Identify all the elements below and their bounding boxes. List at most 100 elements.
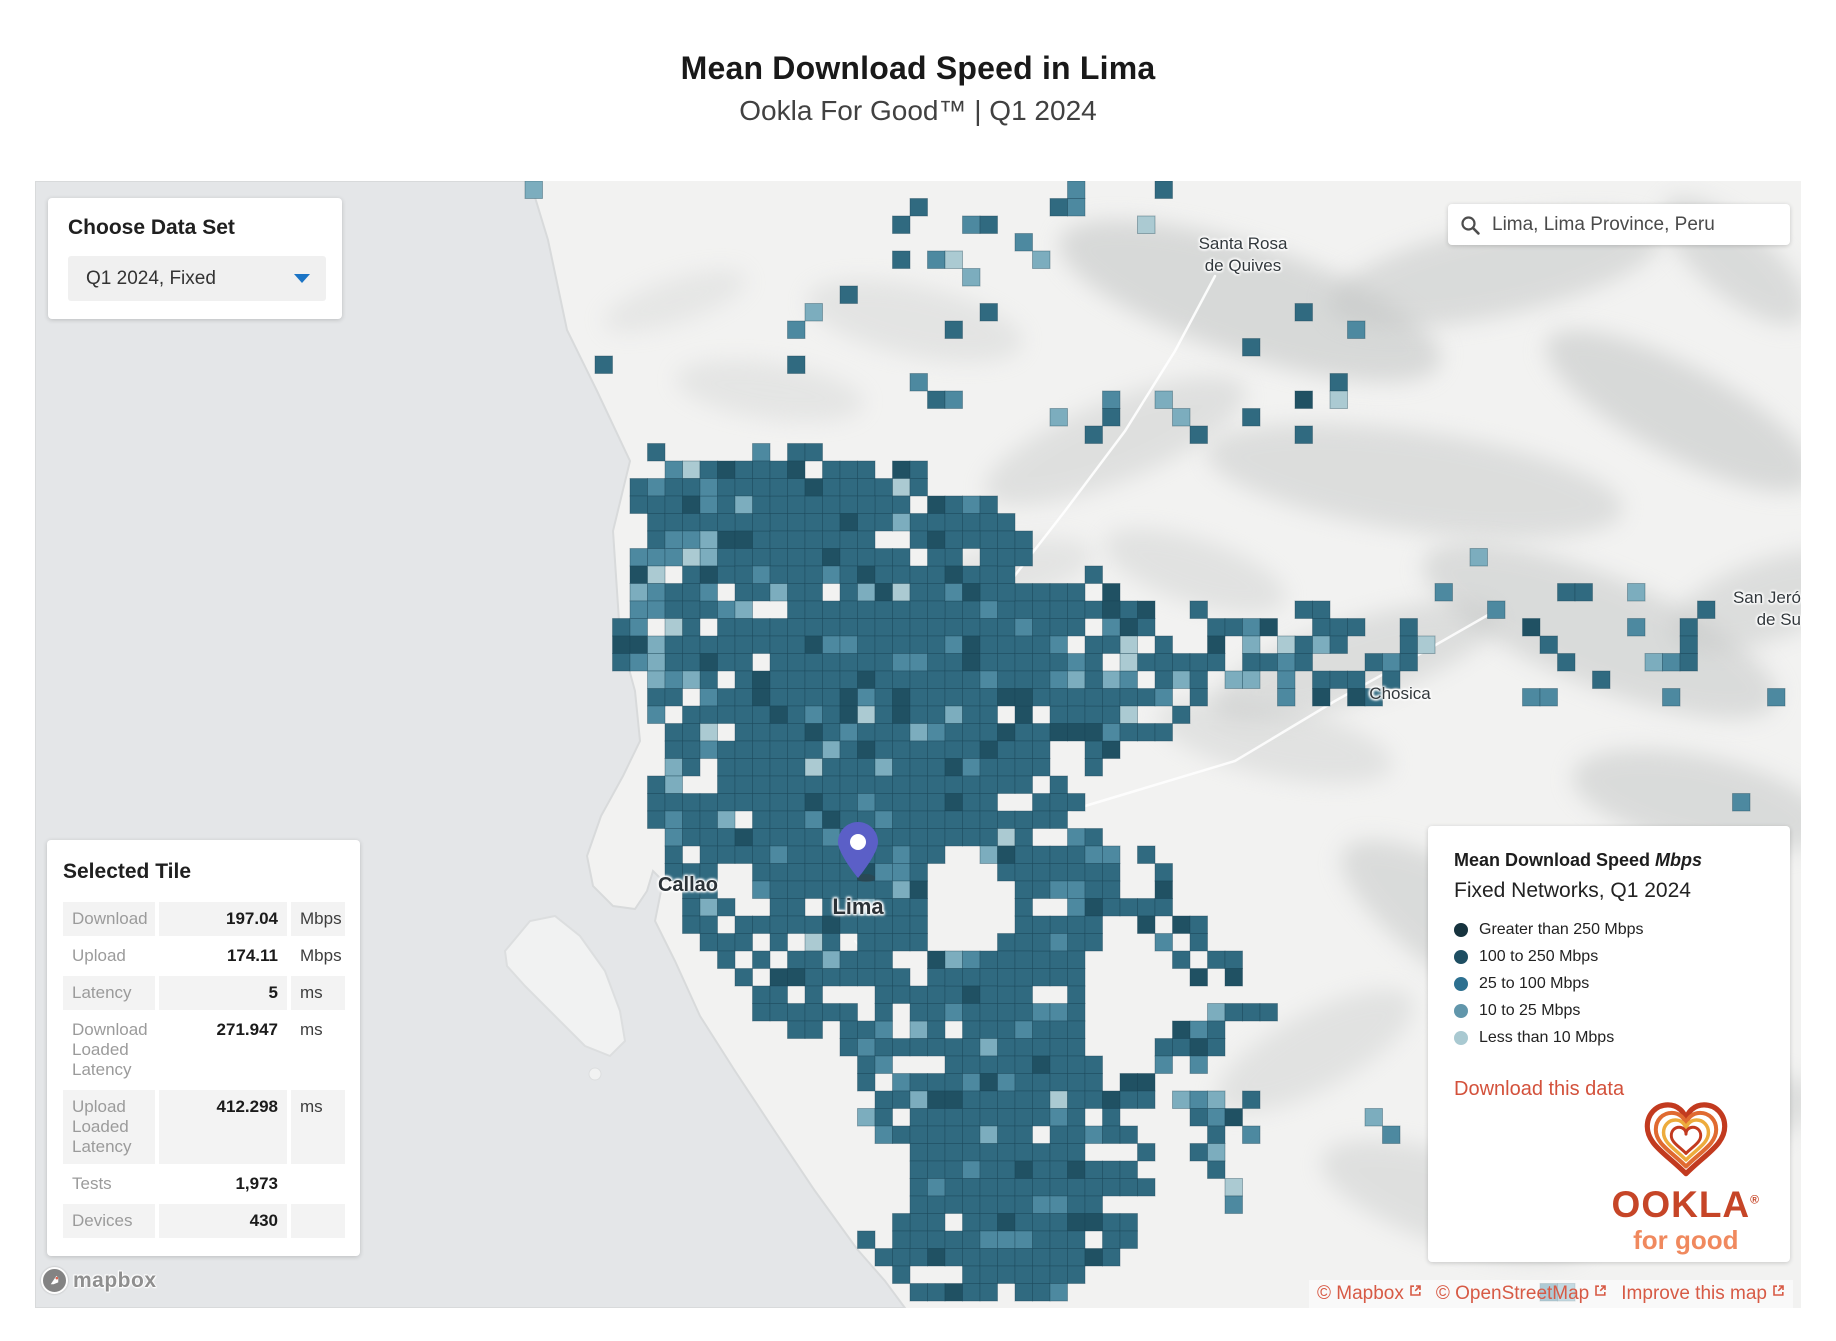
speed-tile[interactable] (787, 915, 806, 934)
speed-tile[interactable] (1242, 338, 1261, 357)
speed-tile[interactable] (769, 688, 788, 707)
speed-tile[interactable] (944, 548, 963, 567)
speed-tile[interactable] (682, 670, 701, 689)
speed-tile[interactable] (892, 740, 911, 759)
speed-tile[interactable] (839, 670, 858, 689)
speed-tile[interactable] (927, 705, 946, 724)
speed-tile[interactable] (1189, 600, 1208, 619)
speed-tile[interactable] (787, 1020, 806, 1039)
speed-tile[interactable] (682, 705, 701, 724)
speed-tile[interactable] (839, 600, 858, 619)
speed-tile[interactable] (927, 688, 946, 707)
speed-tile[interactable] (1207, 1003, 1226, 1022)
speed-tile[interactable] (1137, 723, 1156, 742)
speed-tile[interactable] (1189, 1108, 1208, 1127)
speed-tile[interactable] (1049, 1003, 1068, 1022)
speed-tile[interactable] (979, 950, 998, 969)
speed-tile[interactable] (979, 688, 998, 707)
speed-tile[interactable] (892, 1090, 911, 1109)
speed-tile[interactable] (752, 775, 771, 794)
speed-tile[interactable] (909, 845, 928, 864)
speed-tile[interactable] (962, 968, 981, 987)
speed-tile[interactable] (612, 653, 631, 672)
speed-tile[interactable] (1049, 688, 1068, 707)
speed-tile[interactable] (1049, 915, 1068, 934)
speed-tile[interactable] (927, 1178, 946, 1197)
speed-tile[interactable] (962, 705, 981, 724)
speed-tile[interactable] (892, 565, 911, 584)
speed-tile[interactable] (1014, 1125, 1033, 1144)
speed-tile[interactable] (979, 968, 998, 987)
speed-tile[interactable] (839, 1003, 858, 1022)
speed-tile[interactable] (979, 670, 998, 689)
speed-tile[interactable] (1767, 688, 1786, 707)
speed-tile[interactable] (979, 775, 998, 794)
speed-tile[interactable] (1049, 1055, 1068, 1074)
speed-tile[interactable] (647, 635, 666, 654)
speed-tile[interactable] (874, 653, 893, 672)
speed-tile[interactable] (909, 723, 928, 742)
speed-tile[interactable] (997, 1195, 1016, 1214)
speed-tile[interactable] (1119, 1125, 1138, 1144)
speed-tile[interactable] (682, 915, 701, 934)
speed-tile[interactable] (962, 1003, 981, 1022)
speed-tile[interactable] (979, 1090, 998, 1109)
speed-tile[interactable] (1102, 618, 1121, 637)
speed-tile[interactable] (717, 705, 736, 724)
speed-tile[interactable] (1102, 845, 1121, 864)
speed-tile[interactable] (927, 1020, 946, 1039)
speed-tile[interactable] (734, 565, 753, 584)
speed-tile[interactable] (682, 565, 701, 584)
speed-tile[interactable] (734, 775, 753, 794)
speed-tile[interactable] (1154, 933, 1173, 952)
speed-tile[interactable] (1014, 1160, 1033, 1179)
speed-tile[interactable] (1242, 408, 1261, 427)
speed-tile[interactable] (1014, 635, 1033, 654)
speed-tile[interactable] (997, 828, 1016, 847)
speed-tile[interactable] (874, 1248, 893, 1267)
speed-tile[interactable] (1084, 425, 1103, 444)
speed-tile[interactable] (874, 600, 893, 619)
speed-tile[interactable] (1347, 618, 1366, 637)
speed-tile[interactable] (1102, 1090, 1121, 1109)
speed-tile[interactable] (997, 1230, 1016, 1249)
speed-tile[interactable] (1154, 898, 1173, 917)
speed-tile[interactable] (1049, 600, 1068, 619)
speed-tile[interactable] (752, 688, 771, 707)
speed-tile[interactable] (892, 1125, 911, 1144)
speed-tile[interactable] (1102, 880, 1121, 899)
speed-tile[interactable] (1032, 933, 1051, 952)
speed-tile[interactable] (909, 985, 928, 1004)
speed-tile[interactable] (1084, 688, 1103, 707)
speed-tile[interactable] (787, 583, 806, 602)
speed-tile[interactable] (1207, 1108, 1226, 1127)
speed-tile[interactable] (944, 1160, 963, 1179)
speed-tile[interactable] (1102, 1230, 1121, 1249)
speed-tile[interactable] (752, 548, 771, 567)
speed-tile[interactable] (839, 653, 858, 672)
speed-tile[interactable] (1294, 303, 1313, 322)
speed-tile[interactable] (769, 460, 788, 479)
speed-tile[interactable] (682, 600, 701, 619)
speed-tile[interactable] (1067, 688, 1086, 707)
speed-tile[interactable] (682, 548, 701, 567)
speed-tile[interactable] (927, 1160, 946, 1179)
speed-tile[interactable] (927, 495, 946, 514)
speed-tile[interactable] (1137, 215, 1156, 234)
speed-tile[interactable] (804, 1003, 823, 1022)
speed-tile[interactable] (979, 1213, 998, 1232)
speed-tile[interactable] (979, 530, 998, 549)
speed-tile[interactable] (804, 495, 823, 514)
speed-tile[interactable] (1084, 740, 1103, 759)
speed-tile[interactable] (804, 653, 823, 672)
speed-tile[interactable] (787, 600, 806, 619)
speed-tile[interactable] (1032, 758, 1051, 777)
speed-tile[interactable] (962, 775, 981, 794)
speed-tile[interactable] (892, 548, 911, 567)
speed-tile[interactable] (997, 933, 1016, 952)
speed-tile[interactable] (874, 513, 893, 532)
speed-tile[interactable] (857, 723, 876, 742)
speed-tile[interactable] (1364, 1108, 1383, 1127)
speed-tile[interactable] (699, 653, 718, 672)
speed-tile[interactable] (979, 303, 998, 322)
